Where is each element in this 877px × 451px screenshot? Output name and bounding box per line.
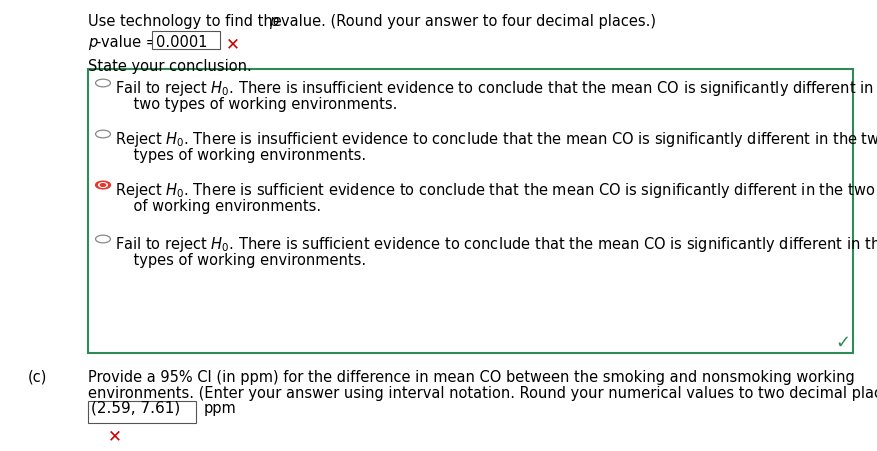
Text: Reject $H_{0}$. There is sufficient evidence to conclude that the mean CO is sig: Reject $H_{0}$. There is sufficient evid…	[115, 180, 877, 199]
Circle shape	[100, 184, 105, 187]
Text: -value. (Round your answer to four decimal places.): -value. (Round your answer to four decim…	[276, 14, 656, 29]
Text: Use technology to find the: Use technology to find the	[88, 14, 287, 29]
Text: types of working environments.: types of working environments.	[115, 253, 366, 267]
Text: (2.59, 7.61): (2.59, 7.61)	[91, 400, 181, 415]
Text: Provide a 95% CI (in ppm) for the difference in mean CO between the smoking and : Provide a 95% CI (in ppm) for the differ…	[88, 369, 855, 384]
Text: two types of working environments.: two types of working environments.	[115, 97, 397, 112]
Text: (c): (c)	[28, 369, 47, 384]
FancyBboxPatch shape	[88, 70, 853, 353]
Text: Fail to reject $H_{0}$. There is insufficient evidence to conclude that the mean: Fail to reject $H_{0}$. There is insuffi…	[115, 79, 877, 98]
Text: of working environments.: of working environments.	[115, 198, 321, 213]
Text: environments. (Enter your answer using interval notation. Round your numerical v: environments. (Enter your answer using i…	[88, 385, 877, 400]
Text: ✕: ✕	[226, 35, 240, 53]
Circle shape	[96, 235, 111, 243]
Text: 0.0001: 0.0001	[156, 35, 208, 50]
Text: p: p	[269, 14, 278, 29]
Text: Fail to reject $H_{0}$. There is sufficient evidence to conclude that the mean C: Fail to reject $H_{0}$. There is suffici…	[115, 235, 877, 253]
Circle shape	[96, 182, 111, 189]
Text: types of working environments.: types of working environments.	[115, 147, 366, 163]
Circle shape	[96, 131, 111, 138]
Text: -value =: -value =	[96, 35, 158, 50]
Circle shape	[98, 184, 107, 188]
FancyBboxPatch shape	[88, 401, 196, 423]
Text: Reject $H_{0}$. There is insufficient evidence to conclude that the mean CO is s: Reject $H_{0}$. There is insufficient ev…	[115, 130, 877, 149]
Text: ✕: ✕	[108, 426, 122, 444]
FancyBboxPatch shape	[152, 32, 220, 50]
Text: ppm: ppm	[204, 400, 237, 415]
Circle shape	[96, 80, 111, 87]
Text: ✓: ✓	[835, 333, 850, 351]
Text: State your conclusion.: State your conclusion.	[88, 59, 252, 74]
Text: p: p	[88, 35, 97, 50]
